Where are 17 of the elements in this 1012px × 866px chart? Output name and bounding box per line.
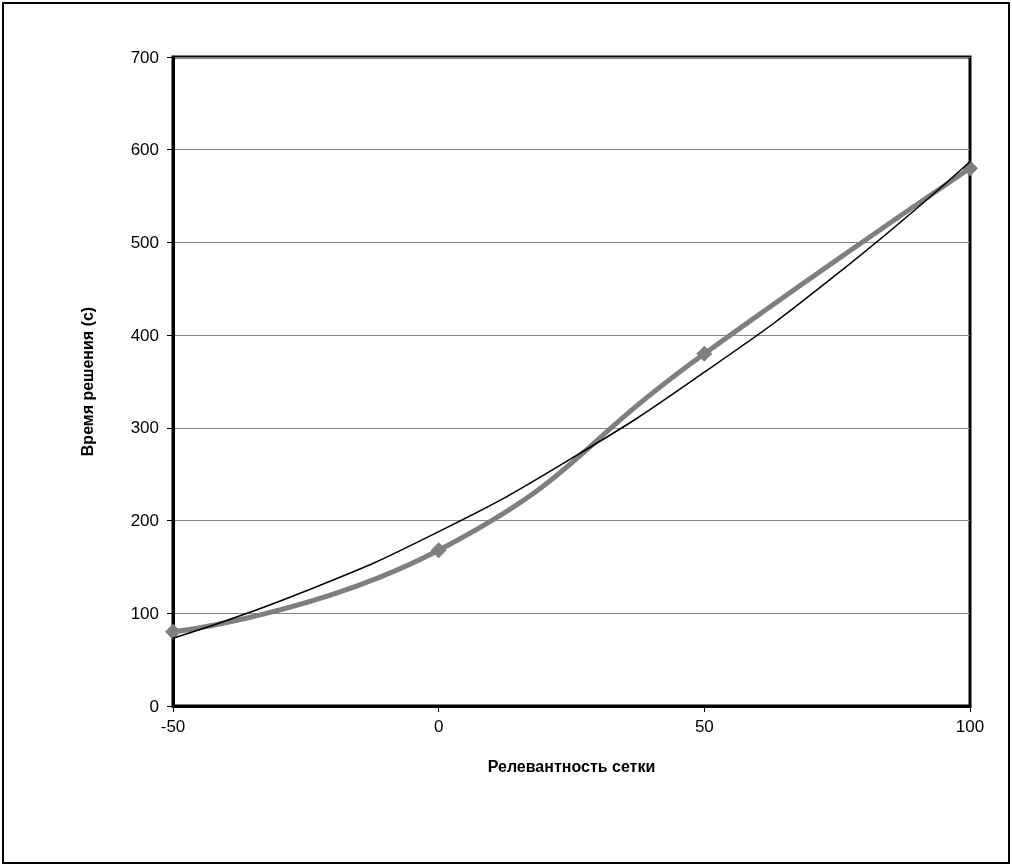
y-tick-label: 200 — [130, 511, 159, 531]
y-tick-label: 700 — [130, 47, 159, 67]
y-tick-label: 0 — [149, 696, 159, 716]
y-tick-label: 500 — [130, 232, 159, 252]
y-axis-title: Время решения (с) — [78, 306, 96, 457]
x-tick-label: -50 — [160, 717, 186, 736]
x-tick-label: 100 — [955, 717, 985, 736]
x-tick-label: 0 — [433, 717, 444, 736]
x-axis-title: Релевантность сетки — [487, 757, 656, 775]
point — [165, 623, 181, 640]
x-tick-label: 50 — [694, 717, 714, 736]
point — [430, 542, 447, 559]
y-tick-label: 100 — [130, 603, 159, 623]
point — [696, 345, 713, 362]
y-tick-label: 400 — [130, 325, 159, 345]
y-tick-label: 300 — [130, 418, 159, 438]
y-tick-label: 600 — [130, 140, 159, 160]
